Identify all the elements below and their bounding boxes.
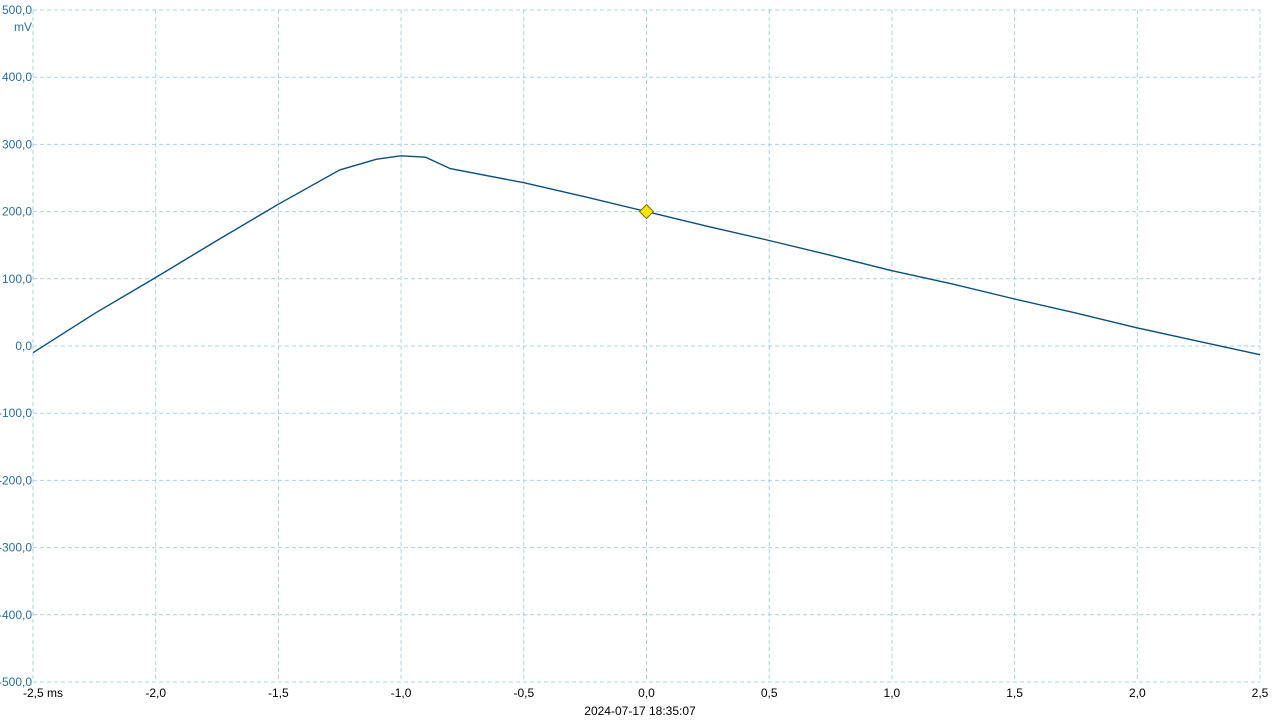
x-tick-label: 1,5 [1006,686,1023,700]
y-tick-label: 100,0 [2,272,32,286]
y-tick-label: 500,0 [2,3,32,17]
y-tick-label: -200,0 [0,473,32,487]
y-tick-label: 400,0 [2,70,32,84]
x-tick-label: -2,5 ms [23,686,63,700]
x-tick-label: 0,5 [761,686,778,700]
y-tick-label: 300,0 [2,137,32,151]
y-tick-label: 0,0 [15,339,32,353]
y-tick-label: 200,0 [2,205,32,219]
x-axis-labels: -2,5 ms -2,0 -1,5 -1,0 -0,5 0,0 0,5 1,0 1,5 2,0 2,… [23,686,1269,700]
y-tick-label: -300,0 [0,541,32,555]
y-axis-labels: 500,0 400,0 300,0 200,0 100,0 0,0 -100,0 -200,0… [0,3,32,689]
x-tick-label: 1,0 [884,686,901,700]
x-tick-label: 2,5 [1252,686,1269,700]
y-tick-label: -100,0 [0,406,32,420]
x-tick-label: -2,0 [145,686,166,700]
x-tick-label: 0,0 [638,686,655,700]
y-axis-unit: mV [14,20,32,34]
grid-layer [32,9,1261,683]
x-tick-label: -0,5 [513,686,534,700]
x-tick-label: -1,5 [268,686,289,700]
series-trace-line [32,155,1261,356]
trigger-marker[interactable] [638,203,655,220]
capture-timestamp: 2024-07-17 18:35:07 [584,704,696,718]
x-tick-label: 2,0 [1129,686,1146,700]
y-tick-label: -400,0 [0,608,32,622]
x-tick-label: -1,0 [391,686,412,700]
y-tick-label: -500,0 [0,675,32,689]
